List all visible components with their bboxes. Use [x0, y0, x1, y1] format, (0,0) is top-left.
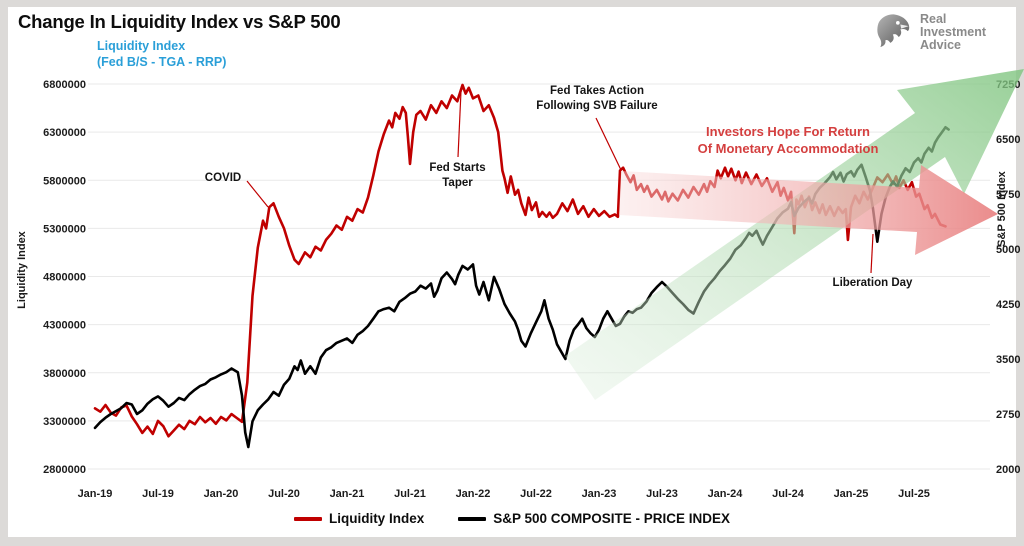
sp500-line-swatch	[458, 516, 487, 521]
chart-card	[8, 7, 1016, 537]
x-tick-label: Jan-19	[78, 488, 113, 500]
x-tick-label: Jul-24	[772, 488, 805, 500]
right-tick-label: 5000	[996, 244, 1020, 256]
annotation-monetary-accommodation: Investors Hope For Return Of Monetary Ac…	[697, 124, 879, 156]
brand-logo-text: Real Investment Advice	[920, 11, 986, 52]
annotation-leader-lines	[246, 90, 874, 274]
liquidity-index-subtitle: Liquidity Index (Fed B/S - TGA - RRP)	[97, 39, 227, 69]
legend-item-sp500: S&P 500 COMPOSITE - PRICE INDEX	[458, 511, 730, 526]
right-tick-label: 2750	[996, 409, 1020, 421]
x-tick-label: Jan-24	[708, 488, 744, 500]
right-tick-label: 3500	[996, 354, 1020, 366]
left-tick-label: 6800000	[43, 79, 86, 91]
ria-eagle-logo-icon	[877, 14, 910, 47]
page-title: Change In Liquidity Index vs S&P 500	[18, 11, 341, 32]
right-tick-label: 6500	[996, 134, 1020, 146]
left-axis-title: Liquidity Index	[16, 231, 28, 309]
x-tick-label: Jan-23	[582, 488, 617, 500]
right-tick-label: 2000	[996, 464, 1020, 476]
legend-item-liquidity: Liquidity Index	[293, 511, 424, 526]
x-tick-label: Jan-22	[456, 488, 491, 500]
x-tick-label: Jan-21	[330, 488, 365, 500]
x-tick-label: Jul-22	[520, 488, 552, 500]
x-tick-label: Jul-21	[394, 488, 426, 500]
left-tick-label: 5300000	[43, 223, 86, 235]
x-tick-label: Jul-25	[898, 488, 930, 500]
x-tick-label: Jan-20	[204, 488, 239, 500]
right-tick-label: 4250	[996, 299, 1020, 311]
covid-leader-line	[246, 180, 269, 208]
x-tick-label: Jul-19	[142, 488, 174, 500]
left-tick-label: 2800000	[43, 464, 86, 476]
annotation-svb-failure: Fed Takes Action Following SVB Failure	[536, 85, 658, 112]
liberation-leader-line	[870, 233, 874, 274]
chart-legend: Liquidity Index S&P 500 COMPOSITE - PRIC…	[0, 511, 1024, 526]
svb-leader-line	[595, 117, 622, 171]
taper-leader-line	[457, 90, 462, 158]
x-tick-label: Jan-25	[834, 488, 869, 500]
left-tick-label: 3800000	[43, 368, 86, 380]
annotation-covid: COVID	[204, 172, 242, 184]
left-tick-label: 4800000	[43, 272, 86, 284]
annotation-fed-starts-taper: Fed Starts Taper	[429, 162, 486, 189]
x-tick-label: Jul-23	[646, 488, 678, 500]
sideways-trend-arrow	[619, 165, 998, 255]
left-tick-label: 6300000	[43, 127, 86, 139]
left-tick-label: 5800000	[43, 175, 86, 187]
axis-tick-labels: 6800000 6300000 5800000 5300000 4800000 43000…	[43, 79, 1020, 500]
annotation-liberation-day: Liberation Day	[832, 277, 913, 289]
right-tick-label: 5750	[996, 189, 1020, 201]
left-tick-label: 4300000	[43, 320, 86, 332]
trend-arrows	[565, 69, 1024, 400]
upward-trend-arrow	[565, 69, 1024, 400]
x-tick-label: Jul-20	[268, 488, 300, 500]
brand-logo: Real Investment Advice	[872, 11, 986, 53]
liquidity-line-swatch	[293, 516, 322, 521]
left-tick-label: 3300000	[43, 416, 86, 428]
gridlines	[88, 83, 990, 470]
right-axis-title: S&P 500 Index	[996, 171, 1008, 247]
